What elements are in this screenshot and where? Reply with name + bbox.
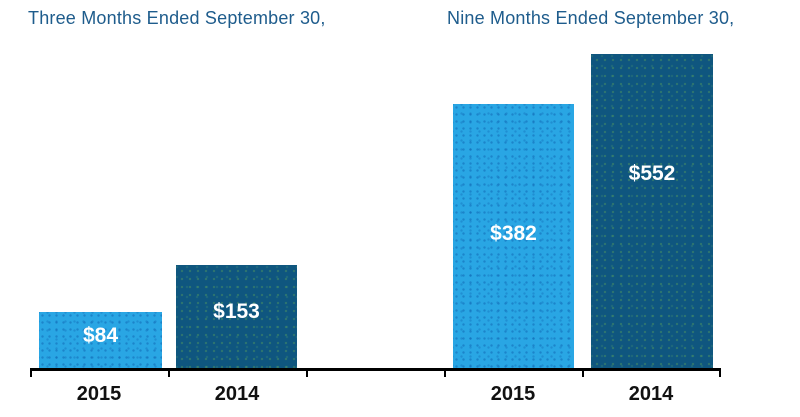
bar-three-months-2014: $153 xyxy=(176,265,297,368)
bar-value-label: $552 xyxy=(628,162,676,185)
x-axis-tick xyxy=(168,371,170,377)
category-label-nine-months-2014: 2014 xyxy=(628,383,674,405)
x-axis-tick xyxy=(306,371,308,377)
plot-area: $84 $153 $382 $552 xyxy=(39,54,713,368)
x-axis-tick xyxy=(30,371,32,377)
bar-nine-months-2014: $552 xyxy=(591,54,713,368)
x-axis-line xyxy=(30,368,721,371)
category-label-three-months-2014: 2014 xyxy=(214,383,260,405)
x-axis-tick xyxy=(582,371,584,377)
bar-nine-months-2015: $382 xyxy=(453,104,574,368)
bar-value-label: $84 xyxy=(82,324,119,347)
x-axis-tick xyxy=(444,371,446,377)
bar-value-label: $382 xyxy=(490,222,537,245)
chart-title-three-months: Three Months Ended September 30, xyxy=(28,8,326,28)
bar-value-label: $153 xyxy=(213,300,260,323)
chart-title-nine-months: Nine Months Ended September 30, xyxy=(447,8,735,28)
x-axis-tick xyxy=(719,371,721,377)
category-label-nine-months-2015: 2015 xyxy=(490,383,536,405)
bar-three-months-2015: $84 xyxy=(39,312,162,368)
category-label-three-months-2015: 2015 xyxy=(76,383,122,405)
